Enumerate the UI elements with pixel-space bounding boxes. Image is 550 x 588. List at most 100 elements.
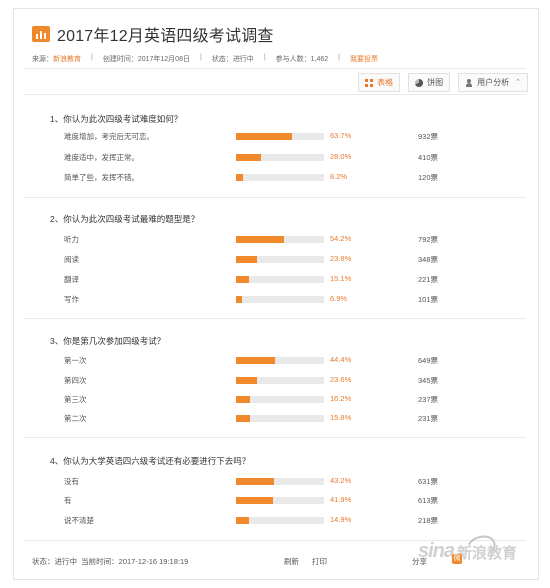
pie-chart-icon <box>415 78 424 87</box>
option-votes: 237票 <box>418 395 439 404</box>
result-bar <box>236 296 324 303</box>
option-percent: 15.1% <box>330 274 352 283</box>
result-bar-fill <box>236 415 250 422</box>
survey-meta: 来源：新浪教育 | 创建时间：2017年12月08日 | 状态：进行中 | 参与… <box>32 54 378 63</box>
option-votes: 120票 <box>418 173 439 182</box>
option-percent: 28.0% <box>330 152 352 161</box>
option-percent: 15.8% <box>330 413 352 422</box>
result-bar-fill <box>236 133 293 140</box>
view-toolbar: 表格 饼图 用户分析 ⌃ <box>358 73 528 92</box>
option-label: 难度适中，发挥正常。 <box>64 153 139 162</box>
user-analysis-button[interactable]: 用户分析 ⌃ <box>458 73 528 92</box>
option-percent: 44.4% <box>330 355 352 364</box>
divider <box>24 437 526 438</box>
option-percent: 54.2% <box>330 234 352 243</box>
result-bar-fill <box>236 276 250 283</box>
option-votes: 932票 <box>418 132 439 141</box>
option-percent: 14.9% <box>330 515 352 524</box>
result-bar <box>236 396 324 403</box>
meta-created: 创建时间：2017年12月08日 <box>102 56 190 63</box>
meta-source: 来源：新浪教育 <box>32 56 81 63</box>
result-bar-fill <box>236 377 257 384</box>
option-label: 写作 <box>64 295 79 304</box>
pie-view-button[interactable]: 饼图 <box>408 73 451 92</box>
option-percent: 23.8% <box>330 254 352 263</box>
result-bar <box>236 154 324 161</box>
divider <box>24 540 526 541</box>
bar-chart-icon <box>32 26 50 42</box>
option-label: 第三次 <box>64 395 87 404</box>
option-votes: 231票 <box>418 414 439 423</box>
option-votes: 218票 <box>418 516 439 525</box>
divider <box>24 318 526 319</box>
current-time: 当前时间：2017-12-16 19:18:19 <box>81 557 189 566</box>
weibo-icon[interactable]: 微 <box>452 554 462 564</box>
option-label: 阅读 <box>64 255 79 264</box>
option-label: 翻译 <box>64 275 79 284</box>
result-bar <box>236 377 324 384</box>
option-label: 没有 <box>64 477 79 486</box>
option-percent: 43.2% <box>330 476 352 485</box>
option-label: 第一次 <box>64 356 87 365</box>
result-bar <box>236 256 324 263</box>
option-percent: 41.9% <box>330 495 352 504</box>
share-label: 分享 <box>412 557 427 566</box>
vote-link[interactable]: 我要投票 <box>350 56 378 63</box>
result-bar <box>236 174 324 181</box>
result-bar-fill <box>236 174 244 181</box>
question-title: 1、你认为此次四级考试难度如何？ <box>50 114 183 124</box>
chevron-up-icon: ⌃ <box>515 79 521 86</box>
result-bar <box>236 133 324 140</box>
result-bar <box>236 357 324 364</box>
result-bar <box>236 236 324 243</box>
table-view-button[interactable]: 表格 <box>358 73 401 92</box>
option-label: 说不清楚 <box>64 516 94 525</box>
sina-watermark-logo: sina 新浪教育 <box>418 531 517 563</box>
option-label: 有 <box>64 496 72 505</box>
option-label: 第四次 <box>64 376 87 385</box>
option-votes: 101票 <box>418 295 439 304</box>
result-bar <box>236 478 324 485</box>
result-bar-fill <box>236 497 273 504</box>
source-link[interactable]: 新浪教育 <box>53 56 81 63</box>
divider <box>24 94 526 95</box>
option-percent: 8.2% <box>330 172 348 181</box>
result-bar <box>236 276 324 283</box>
result-bar <box>236 415 324 422</box>
option-votes: 649票 <box>418 356 439 365</box>
print-button[interactable]: 打印 <box>312 557 327 566</box>
divider <box>24 68 526 69</box>
result-bar-fill <box>236 256 257 263</box>
result-bar-fill <box>236 357 276 364</box>
result-bar <box>236 497 324 504</box>
result-bar <box>236 517 324 524</box>
result-bar-fill <box>236 154 261 161</box>
meta-participants: 参与人数：1,462 <box>275 56 329 63</box>
meta-status: 状态：进行中 <box>211 56 254 63</box>
table-icon <box>365 78 374 87</box>
result-bar-fill <box>236 517 250 524</box>
result-bar-fill <box>236 236 284 243</box>
survey-header: 2017年12月英语四级考试调查 <box>32 22 274 46</box>
result-bar-fill <box>236 396 251 403</box>
option-percent: 23.6% <box>330 375 352 384</box>
option-percent: 6.9% <box>330 294 348 303</box>
option-label: 听力 <box>64 235 79 244</box>
option-votes: 613票 <box>418 496 439 505</box>
option-votes: 348票 <box>418 255 439 264</box>
option-label: 第二次 <box>64 414 87 423</box>
option-percent: 16.2% <box>330 394 352 403</box>
question-title: 2、你认为此次四级考试最难的题型是？ <box>50 214 200 224</box>
option-votes: 792票 <box>418 235 439 244</box>
question-title: 3、你是第几次参加四级考试？ <box>50 336 166 346</box>
user-icon <box>465 78 473 87</box>
option-votes: 345票 <box>418 376 439 385</box>
option-votes: 410票 <box>418 153 439 162</box>
result-bar-fill <box>236 478 275 485</box>
option-votes: 221票 <box>418 275 439 284</box>
page-title: 2017年12月英语四级考试调查 <box>57 28 274 45</box>
result-bar-fill <box>236 296 243 303</box>
option-percent: 63.7% <box>330 131 352 140</box>
divider <box>24 197 526 198</box>
refresh-button[interactable]: 刷新 <box>284 557 299 566</box>
